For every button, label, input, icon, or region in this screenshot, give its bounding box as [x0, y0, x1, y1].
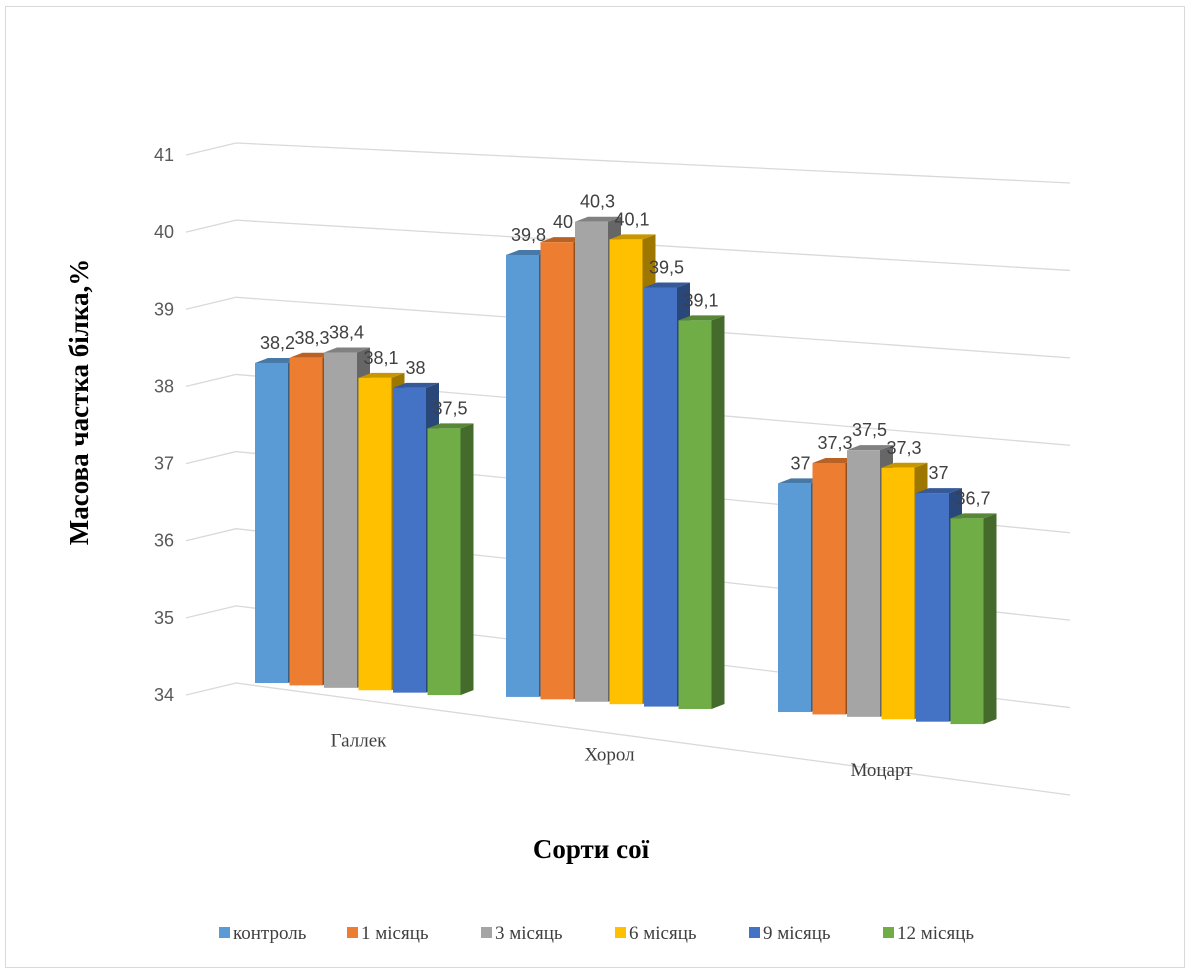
- y-tick-label: 36: [154, 531, 174, 551]
- bar: [324, 352, 357, 688]
- bar: [812, 462, 846, 715]
- data-label: 37,3: [886, 438, 921, 458]
- data-label: 37,3: [817, 433, 852, 453]
- bar-top: [358, 372, 405, 378]
- bar: [255, 362, 288, 683]
- bar-top: [644, 282, 690, 288]
- bar: [778, 483, 811, 713]
- y-tick-label: 34: [154, 685, 174, 705]
- legend-entry: 9 місяць: [763, 923, 831, 944]
- legend-swatch: [749, 927, 760, 938]
- data-label: 37,5: [852, 420, 887, 440]
- data-label: 38,2: [260, 333, 295, 353]
- category-labels: Галлек Хорол Моцарт: [331, 731, 914, 781]
- data-label: 39,5: [649, 257, 684, 277]
- y-axis-ticks: 34 35 36 37 38 39 40 41: [154, 145, 174, 705]
- y-tick-label: 35: [154, 608, 174, 628]
- data-label: 37: [790, 453, 810, 473]
- bar-top: [324, 347, 370, 353]
- bar-top: [916, 488, 962, 494]
- bar: [575, 221, 608, 702]
- y-axis-title: Масова частка білка,%: [64, 259, 94, 546]
- data-label: 36,7: [955, 488, 990, 508]
- bar: [540, 242, 574, 700]
- data-label: 39,1: [683, 290, 718, 310]
- gridline: [185, 373, 1071, 446]
- chart-frame: 34 35 36 37 38 39 40 41 38,2 38,3 38,4 38,1 38 37,5 3…: [5, 6, 1185, 968]
- y-tick-label: 37: [154, 454, 174, 474]
- bar-top: [847, 445, 893, 451]
- data-label: 38: [405, 358, 425, 378]
- bar-side: [711, 315, 725, 710]
- data-label: 37,5: [432, 398, 467, 418]
- bar: [881, 467, 915, 720]
- y-tick-label: 39: [154, 299, 174, 319]
- bar-top: [678, 315, 725, 321]
- bar: [358, 377, 392, 691]
- bar-side: [983, 513, 997, 725]
- bar-top: [575, 216, 621, 222]
- bar-top: [609, 234, 656, 240]
- data-label: 38,1: [363, 348, 398, 368]
- legend-entry: 1 місяць: [361, 923, 429, 944]
- gridlines: [185, 142, 1071, 796]
- bar: [847, 450, 880, 717]
- bar-top: [950, 513, 997, 519]
- bar-top: [881, 462, 928, 468]
- data-label: 38,4: [329, 323, 364, 343]
- data-label: 40: [553, 212, 573, 232]
- legend-entry: 12 місяць: [897, 923, 974, 944]
- gridline: [185, 682, 1071, 796]
- bar: [644, 287, 677, 707]
- bar-top: [393, 382, 439, 388]
- bar: [950, 518, 984, 725]
- bar: [506, 254, 539, 697]
- category-label: Хорол: [584, 745, 635, 766]
- legend-swatch: [615, 927, 626, 938]
- bar: [289, 357, 323, 686]
- legend-swatch: [347, 927, 358, 938]
- y-tick-label: 38: [154, 376, 174, 396]
- data-labels: 38,2 38,3 38,4 38,1 38 37,5 39,8 40 40,340,1 39,5…: [260, 192, 991, 509]
- legend-swatch: [883, 927, 894, 938]
- category-label: Моцарт: [850, 760, 913, 781]
- legend-entry: 3 місяць: [495, 923, 563, 944]
- bar-side: [460, 423, 474, 696]
- bar: [916, 493, 949, 722]
- data-label: 37: [928, 463, 948, 483]
- legend-swatch: [219, 927, 230, 938]
- gridline: [185, 142, 1071, 184]
- y-tick-label: 40: [154, 222, 174, 242]
- data-label: 39,8: [511, 225, 546, 245]
- bar: [609, 239, 643, 705]
- gridline: [185, 296, 1071, 359]
- bar: [393, 387, 426, 693]
- legend-swatch: [481, 927, 492, 938]
- legend: контроль 1 місяць 3 місяць 6 місяць 9 місяць…: [219, 923, 974, 944]
- data-label: 38,3: [294, 328, 329, 348]
- bar: [678, 320, 712, 710]
- y-tick-label: 41: [154, 145, 174, 165]
- gridline: [185, 219, 1071, 272]
- bar: [427, 428, 461, 696]
- bar-top: [427, 423, 474, 429]
- legend-entry: 6 місяць: [629, 923, 697, 944]
- data-label: 40,3: [580, 192, 615, 212]
- category-label: Галлек: [331, 731, 388, 752]
- legend-entry: контроль: [233, 923, 307, 944]
- bars: [255, 216, 997, 725]
- x-axis-title: Сорти сої: [533, 834, 650, 864]
- data-label: 40,1: [614, 209, 649, 229]
